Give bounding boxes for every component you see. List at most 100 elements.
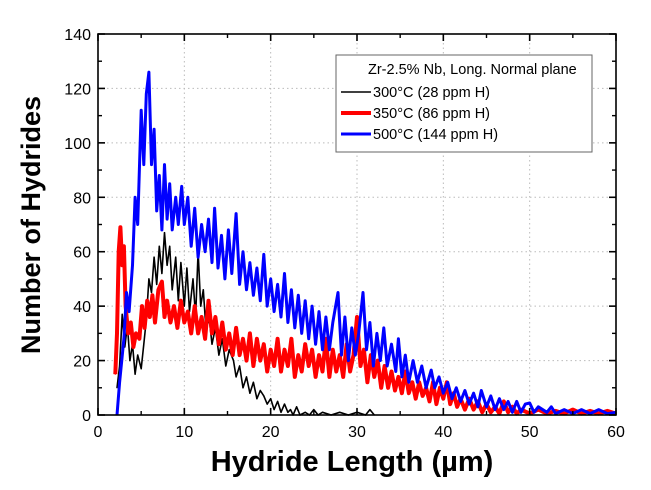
series-lines [113, 70, 617, 416]
data-point [163, 164, 166, 166]
data-point [119, 381, 121, 383]
data-point [266, 403, 268, 405]
y-tick-label: 100 [64, 136, 91, 153]
data-point [123, 338, 125, 340]
data-point [304, 300, 306, 302]
data-point [456, 406, 458, 408]
data-point [163, 316, 166, 318]
data-point [211, 343, 213, 345]
data-point [485, 406, 488, 408]
data-point [283, 272, 286, 275]
data-point [328, 376, 330, 378]
data-point [156, 283, 158, 285]
data-point [256, 267, 258, 269]
data-point [256, 398, 258, 400]
data-point [118, 251, 120, 253]
data-point [349, 370, 351, 373]
data-point [157, 289, 159, 291]
legend-box [335, 54, 593, 153]
y-tick-label: 120 [64, 81, 91, 98]
data-point [550, 406, 552, 408]
data-point [225, 349, 227, 351]
data-point [503, 400, 505, 402]
data-point [145, 93, 147, 95]
data-point [304, 411, 306, 413]
data-point [362, 291, 364, 294]
data-point [134, 196, 136, 198]
data-point [175, 256, 177, 258]
data-point [123, 245, 125, 247]
data-point [337, 291, 339, 294]
data-point [287, 365, 289, 367]
data-point [555, 413, 557, 415]
data-point [181, 185, 183, 187]
data-point [325, 338, 327, 340]
data-point [580, 413, 583, 415]
data-point [442, 398, 444, 400]
data-point [308, 338, 310, 340]
data-point [149, 316, 151, 318]
data-point [116, 387, 118, 389]
data-point [422, 395, 424, 397]
data-point [411, 381, 413, 383]
data-point [516, 413, 518, 415]
data-point [401, 376, 403, 378]
data-point [511, 411, 513, 413]
data-point [332, 321, 334, 324]
data-point [141, 305, 143, 307]
data-point [277, 283, 279, 285]
data-point [340, 354, 343, 356]
data-point [283, 349, 286, 351]
data-point [190, 332, 192, 334]
y-tick-label: 60 [73, 245, 91, 262]
data-point [415, 398, 417, 400]
data-point [363, 349, 365, 351]
data-point [366, 381, 368, 383]
data-point [119, 226, 121, 228]
data-point [239, 283, 241, 285]
data-point [148, 278, 150, 280]
data-point [259, 389, 261, 392]
data-point [150, 164, 153, 166]
data-point [430, 369, 432, 371]
data-point [280, 411, 282, 413]
data-point [245, 376, 248, 378]
data-point [537, 406, 539, 408]
data-point [132, 346, 134, 348]
data-point [245, 289, 248, 291]
data-point [373, 376, 375, 378]
data-point [390, 370, 393, 373]
data-point [351, 327, 353, 329]
data-point [280, 316, 282, 318]
data-point [408, 392, 410, 394]
data-point [321, 349, 324, 351]
data-point [140, 109, 142, 111]
x-tick-label: 50 [521, 424, 539, 441]
data-point [546, 411, 548, 413]
data-point [384, 365, 386, 367]
data-point [220, 234, 223, 236]
data-point [580, 409, 583, 411]
data-point [194, 305, 196, 307]
data-point [151, 294, 153, 296]
data-point [166, 264, 168, 266]
data-point [125, 291, 128, 294]
data-point [214, 316, 216, 318]
data-point [498, 413, 500, 415]
data-point [143, 164, 145, 166]
data-point [425, 387, 427, 389]
data-point [270, 349, 272, 351]
data-point [131, 264, 134, 266]
data-point [447, 381, 449, 383]
data-point [204, 338, 206, 340]
data-point [311, 349, 313, 351]
data-point [301, 332, 303, 334]
data-point [321, 411, 324, 413]
legend: Zr-2.5% Nb, Long. Normal plane 300°C (28… [335, 54, 593, 153]
x-tick-label: 0 [94, 424, 103, 441]
data-point [290, 338, 292, 340]
data-point [321, 370, 324, 373]
data-point [287, 411, 289, 413]
data-point [434, 387, 436, 389]
data-point [490, 395, 492, 397]
